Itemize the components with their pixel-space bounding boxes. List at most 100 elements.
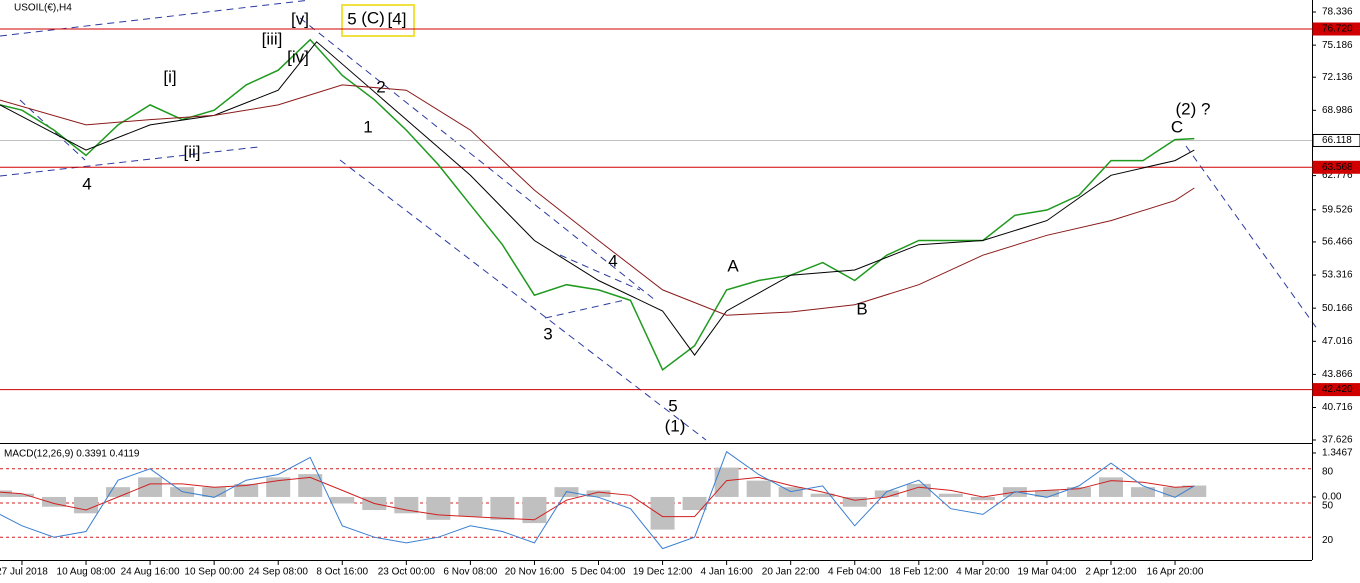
wave-label: [i] (163, 67, 176, 86)
histogram-bar (810, 493, 835, 497)
level-label: 66.118 (1322, 135, 1352, 146)
y-tick-label: 59.526 (1322, 204, 1353, 215)
x-tick-label: 5 Dec 04:00 (572, 567, 626, 578)
histogram-bar (138, 477, 163, 497)
histogram-bar (74, 496, 99, 514)
histogram-bar (42, 496, 67, 507)
wave-label: 2 (376, 77, 385, 96)
y-tick-label: 56.466 (1322, 237, 1353, 248)
x-tick-label: 24 Sep 08:00 (248, 567, 308, 578)
x-tick-label: 19 Dec 12:00 (633, 567, 693, 578)
y-tick-label: 47.016 (1322, 336, 1353, 347)
x-tick-label: 20 Nov 16:00 (505, 567, 565, 578)
histogram-bar (746, 480, 771, 497)
y-tick-label: 0.00 (1322, 492, 1342, 503)
histogram-bar (714, 467, 739, 497)
wave-label: 4 (82, 174, 91, 193)
histogram-bar (938, 493, 963, 497)
y-tick-label: 72.136 (1322, 72, 1353, 83)
y-tick-label: 1.3467 (1322, 448, 1353, 459)
wave-label: 5 (668, 396, 677, 415)
histogram-bar (1131, 487, 1156, 497)
histogram-bar (458, 496, 483, 517)
histogram-bar (586, 490, 611, 497)
wave-label: C (1171, 117, 1183, 136)
wave-label: A (727, 256, 739, 275)
x-tick-label: 4 Feb 04:00 (828, 567, 882, 578)
wave-label: 5 (347, 9, 356, 28)
x-tick-label: 10 Sep 00:00 (184, 567, 244, 578)
histogram-bar (490, 496, 515, 520)
histogram-bar (0, 490, 12, 497)
x-tick-label: 4 Jan 16:00 (700, 567, 753, 578)
chart-title: USOIL(€),H4 (14, 3, 72, 14)
wave-label: (2) ? (1176, 99, 1211, 118)
histogram-bar (266, 477, 291, 497)
histogram-bar (1163, 487, 1188, 497)
y-tick-label: 40.716 (1322, 402, 1353, 413)
channel-lines (0, 0, 1319, 441)
histogram-bar (202, 487, 227, 497)
level-label: 42.420 (1322, 384, 1353, 395)
histogram-bar (842, 496, 867, 507)
wave-label: [iv] (287, 47, 309, 66)
histogram-bar (426, 496, 451, 520)
x-tick-label: 18 Feb 12:00 (889, 567, 948, 578)
wave-label: B (856, 299, 867, 318)
x-tick-label: 27 Jul 2018 (0, 567, 48, 578)
y-tick-label: 43.866 (1322, 369, 1353, 380)
x-tick-label: 6 Nov 08:00 (443, 567, 497, 578)
y2-tick-label: 20 (1322, 535, 1334, 546)
histogram-bar (970, 496, 995, 501)
wave-label: [4] (388, 9, 407, 28)
x-tick-label: 4 Mar 20:00 (956, 567, 1010, 578)
y-tick-label: 53.316 (1322, 270, 1353, 281)
price-line (0, 84, 1195, 316)
level-label-box (1312, 160, 1360, 174)
indicator-line (0, 476, 1195, 521)
x-tick-label: 24 Aug 16:00 (121, 567, 180, 578)
histogram-bar (330, 496, 355, 504)
histogram-bar (9, 493, 34, 497)
x-tick-label: 16 Apr 20:00 (1147, 567, 1204, 578)
level-label: 76.720 (1322, 24, 1353, 35)
wave-label: 1 (363, 117, 372, 136)
wave-label: [v] (291, 9, 309, 28)
y2-tick-label: 50 (1322, 501, 1334, 512)
y-tick-label: 78.336 (1322, 7, 1353, 18)
price-line (0, 41, 1195, 356)
y-tick-label: 37.626 (1322, 435, 1353, 446)
level-label-box (1312, 383, 1360, 397)
wave-label: (C) (361, 8, 385, 27)
y-tick-label: 75.186 (1322, 40, 1353, 51)
histogram-bar (1182, 485, 1207, 497)
x-tick-label: 8 Oct 16:00 (316, 567, 368, 578)
y2-tick-label: 80 (1322, 466, 1334, 477)
y-tick-label: 68.986 (1322, 105, 1353, 116)
histogram-bar (906, 483, 931, 497)
y-tick-label: 62.776 (1322, 170, 1353, 181)
level-label: 63.568 (1322, 162, 1353, 173)
histogram-bar (106, 487, 131, 497)
x-tick-label: 19 Mar 04:00 (1017, 567, 1076, 578)
wave-label: [ii] (184, 142, 201, 161)
histogram-bar (234, 483, 259, 497)
macd-title: MACD(12,26,9) 0.3391 0.4119 (4, 449, 140, 460)
histogram-bar (682, 496, 707, 511)
histogram-bar (522, 496, 547, 524)
indicator-line (0, 450, 1195, 550)
x-tick-label: 10 Aug 08:00 (57, 567, 116, 578)
histogram-bar (1034, 490, 1059, 497)
wave-label: 3 (543, 324, 552, 343)
histogram-bar (874, 490, 899, 497)
y-tick-label: 50.166 (1322, 303, 1353, 314)
histogram-bar (1066, 487, 1091, 497)
level-label-box (1312, 22, 1360, 36)
x-tick-label: 2 Apr 12:00 (1085, 567, 1137, 578)
x-tick-label: 20 Jan 22:00 (762, 567, 820, 578)
wave-label: (1) (665, 416, 686, 435)
histogram-bar (650, 496, 675, 530)
wave-label: [iii] (262, 29, 283, 48)
